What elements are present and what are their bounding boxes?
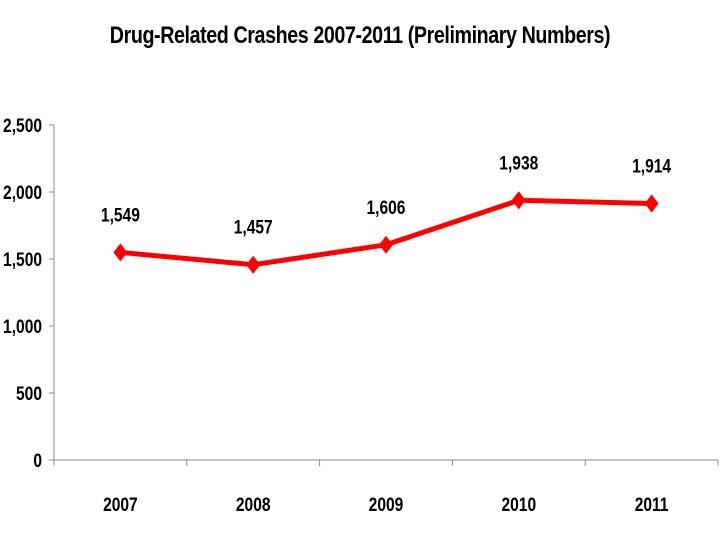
data-label: 1,938 <box>499 152 538 174</box>
data-point-marker <box>511 191 526 210</box>
data-label: 1,606 <box>367 196 406 218</box>
y-tick-label: 500 <box>16 383 42 405</box>
x-tick-label: 2011 <box>635 494 669 516</box>
chart-title: Drug-Related Crashes 2007-2011 (Prelimin… <box>109 22 611 49</box>
data-label: 1,457 <box>234 216 273 238</box>
y-tick-label: 0 <box>33 450 42 472</box>
data-point-marker <box>113 243 128 262</box>
series-markers <box>113 191 659 274</box>
x-tick-label: 2008 <box>236 494 271 516</box>
x-tick-label: 2010 <box>501 494 536 516</box>
x-tick-label: 2009 <box>369 494 404 516</box>
data-point-marker <box>644 194 659 213</box>
x-tick-label: 2007 <box>103 494 138 516</box>
data-label: 1,914 <box>632 155 671 177</box>
data-label: 1,549 <box>101 204 140 226</box>
axes: 0 500 1,000 1,500 2,000 2,500 2007 2008 2009 2010… <box>3 115 719 516</box>
y-tick-label: 1,500 <box>3 249 42 271</box>
y-tick-label: 1,000 <box>3 316 42 338</box>
data-point-marker <box>379 235 393 254</box>
data-point-marker <box>246 255 261 274</box>
y-tick-label: 2,500 <box>3 115 42 137</box>
data-labels: 1,549 1,457 1,606 1,938 1,914 <box>101 152 671 238</box>
y-tick-label: 2,000 <box>3 182 42 204</box>
